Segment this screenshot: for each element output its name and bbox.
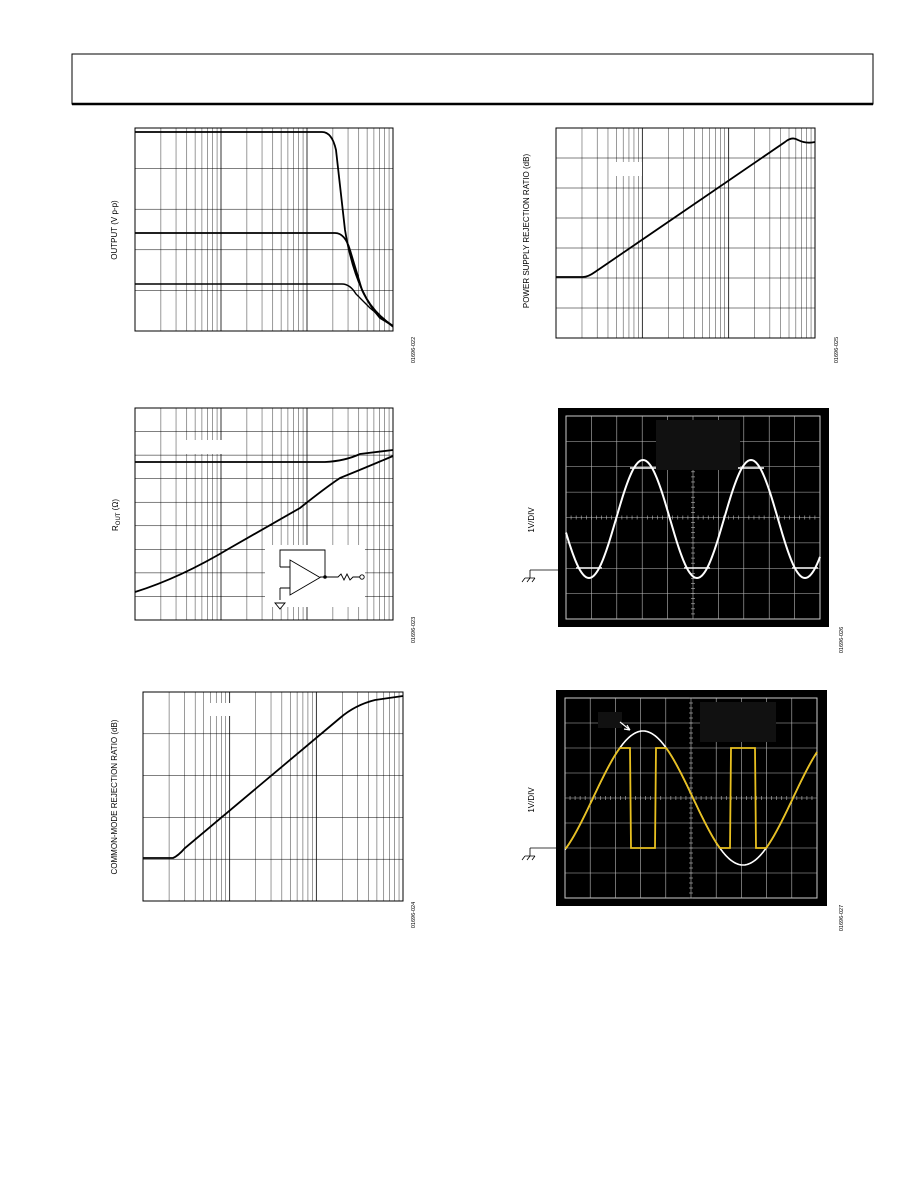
y-axis-label: 1V/DIV: [527, 507, 536, 533]
label-unit: (Ω): [111, 499, 120, 513]
curve: [556, 137, 816, 278]
plots: [134, 127, 829, 906]
figure-code: 01696-022: [411, 337, 417, 363]
ground-symbol: [521, 847, 556, 861]
y-axis-label: 1V/DIV: [527, 787, 536, 813]
y-axis-label: POWER SUPPLY REJECTION RATIO (dB): [522, 154, 531, 309]
node: [323, 575, 327, 579]
label-mask: [598, 712, 622, 728]
y-axis-label: COMMON-MODE REJECTION RATIO (dB): [110, 719, 119, 874]
terminal: [359, 574, 365, 580]
header-box: [71, 53, 874, 105]
label-mask: [612, 162, 642, 176]
label-mask: [205, 703, 233, 716]
arrow: [619, 721, 631, 731]
figure-code: 01696-026: [839, 627, 845, 653]
label-mask: [180, 440, 225, 454]
label-mask: [656, 420, 740, 470]
y-axis-label: OUTPUT (V p-p): [110, 200, 119, 260]
figure-code: 01696-025: [834, 337, 840, 363]
op-amp: [274, 549, 360, 610]
label-sub: OUT: [116, 512, 122, 525]
ground-symbol: [521, 569, 558, 583]
plot-frame: [555, 127, 816, 339]
plot-frame: [142, 691, 404, 902]
curve: [565, 458, 821, 580]
label-main: R: [111, 525, 120, 531]
figure-code: 01696-023: [411, 617, 417, 643]
y-axis-label: ROUT (Ω): [111, 499, 122, 531]
curve: [135, 283, 394, 328]
curve: [143, 695, 404, 859]
curve: [134, 455, 394, 593]
plot-frame: [134, 127, 394, 332]
figure-code: 01696-027: [839, 905, 845, 931]
curve: [135, 449, 394, 463]
figure-code: 01696-024: [411, 902, 417, 928]
label-mask: [700, 702, 776, 742]
curve: [565, 747, 818, 849]
